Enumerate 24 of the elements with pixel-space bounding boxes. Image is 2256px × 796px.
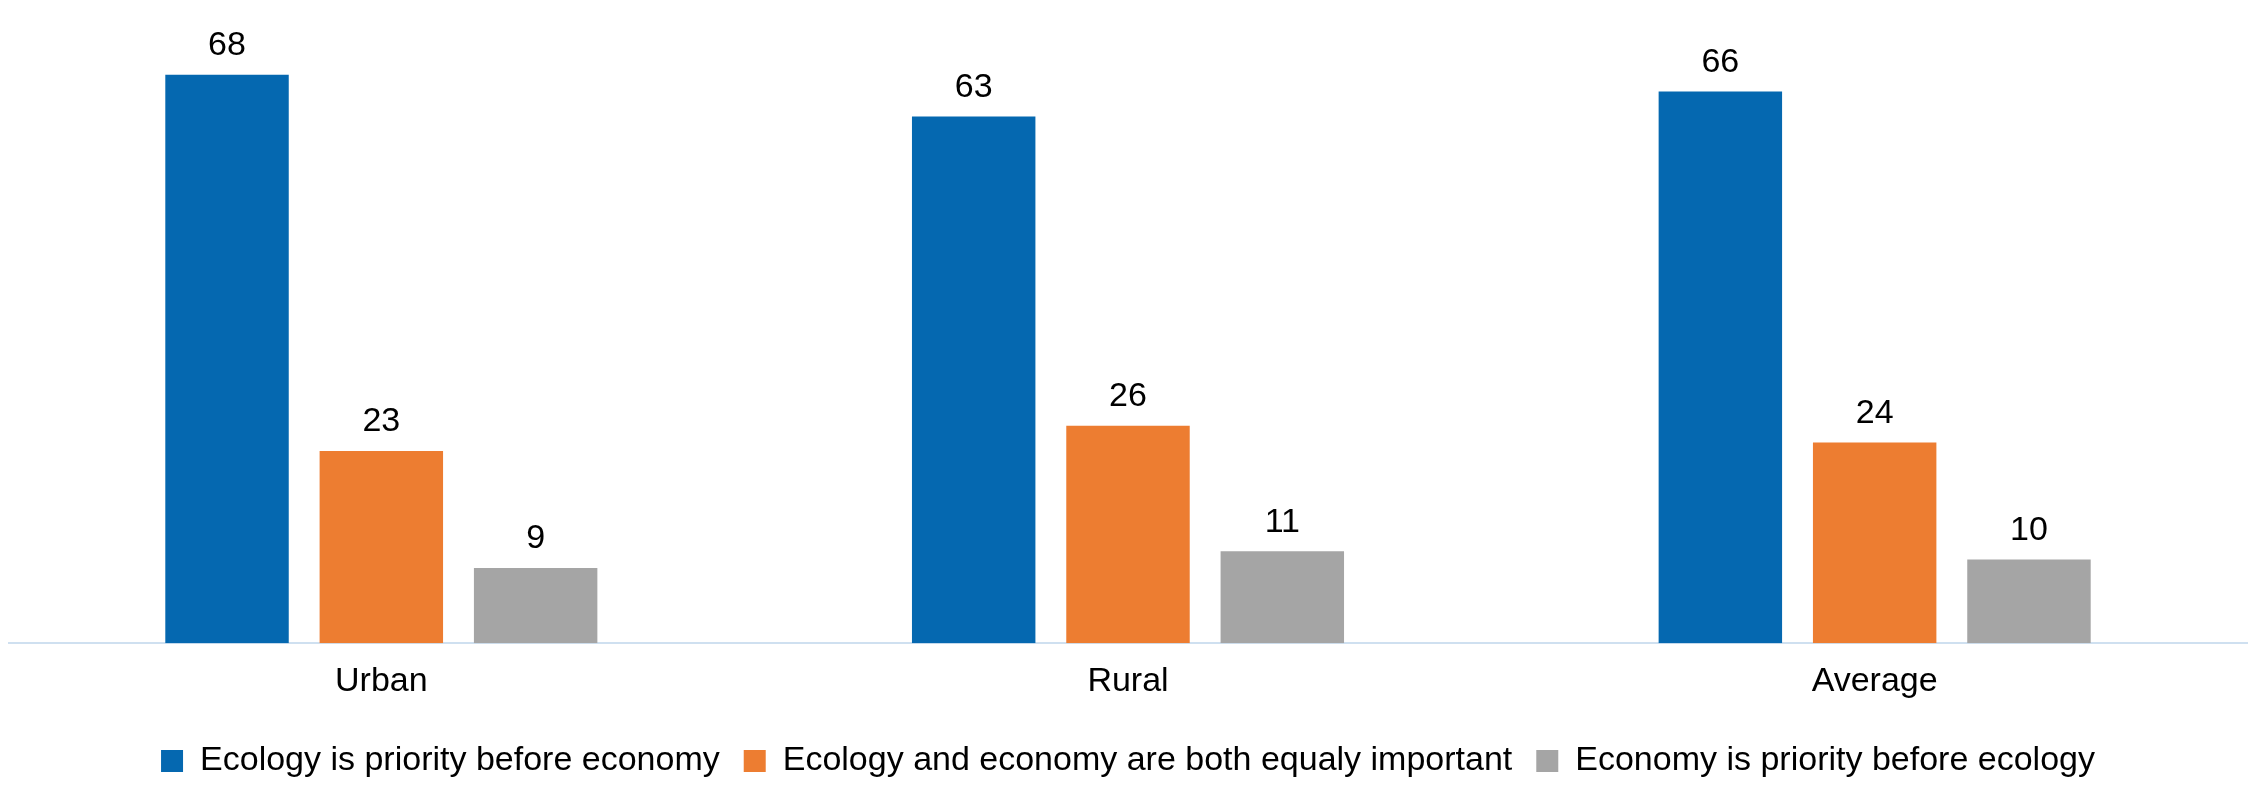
bar — [1220, 551, 1345, 644]
bar — [165, 74, 289, 644]
bar — [473, 567, 598, 644]
data-label: 63 — [954, 65, 993, 104]
x-tick-label: Average — [1811, 659, 1938, 698]
data-label: 24 — [1855, 391, 1894, 430]
legend-label: Ecology is priority before economy — [200, 739, 720, 778]
bar — [911, 116, 1036, 644]
data-label: 11 — [1264, 500, 1300, 539]
data-label: 66 — [1701, 40, 1740, 79]
data-label: 23 — [362, 400, 401, 439]
data-label: 9 — [526, 517, 546, 556]
bar — [319, 450, 444, 644]
bar — [1658, 91, 1783, 644]
bar — [1812, 442, 1937, 644]
bar — [1967, 559, 2091, 644]
legend-label: Economy is priority before ecology — [1575, 739, 2095, 778]
data-label: 68 — [208, 24, 246, 63]
data-label: 10 — [2010, 508, 2048, 547]
legend-label: Ecology and economy are both equaly important — [782, 739, 1513, 778]
x-tick-label: Rural — [1087, 659, 1169, 698]
x-tick-label: Urban — [335, 659, 428, 698]
bar — [1066, 425, 1190, 644]
data-label: 26 — [1109, 375, 1147, 414]
